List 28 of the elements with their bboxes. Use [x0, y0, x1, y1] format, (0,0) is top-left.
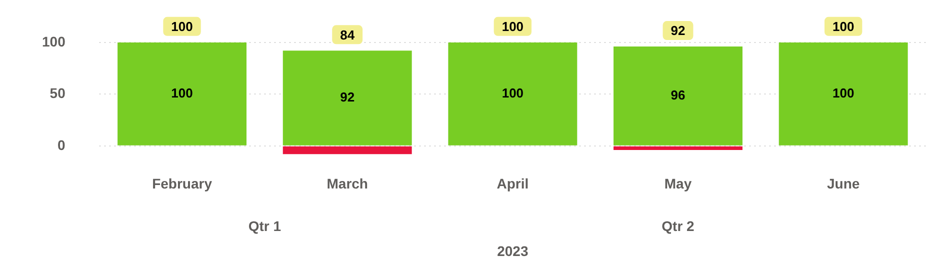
data-label: 100 — [502, 85, 524, 100]
x-tick-label: June — [826, 175, 860, 192]
data-label: 100 — [832, 85, 854, 100]
data-label: 92 — [340, 90, 355, 105]
total-label: 100 — [502, 18, 524, 34]
bar — [778, 42, 908, 146]
data-label: 96 — [670, 88, 686, 103]
bar — [614, 146, 742, 150]
y-tick-label: 50 — [50, 85, 66, 102]
y-tick-label: 100 — [42, 33, 66, 50]
text: Qtr 1 — [248, 218, 282, 234]
x-tick-label: March — [326, 175, 368, 192]
text: 2023 — [497, 242, 528, 259]
total-label: 92 — [670, 23, 686, 38]
text: Qtr 2 — [662, 218, 695, 234]
bar — [282, 50, 412, 146]
x-tick-label: February — [152, 175, 212, 192]
x-tick-label: April — [496, 175, 529, 192]
bar — [118, 42, 246, 146]
data-label: 100 — [171, 85, 193, 100]
bar — [448, 42, 578, 146]
bar — [614, 46, 742, 146]
x-tick-label: May — [664, 175, 692, 192]
y-tick-label: 0 — [58, 136, 66, 153]
total-label: 100 — [832, 18, 854, 34]
total-label: 100 — [171, 18, 193, 34]
bar — [282, 146, 412, 154]
total-label: 84 — [340, 27, 356, 42]
